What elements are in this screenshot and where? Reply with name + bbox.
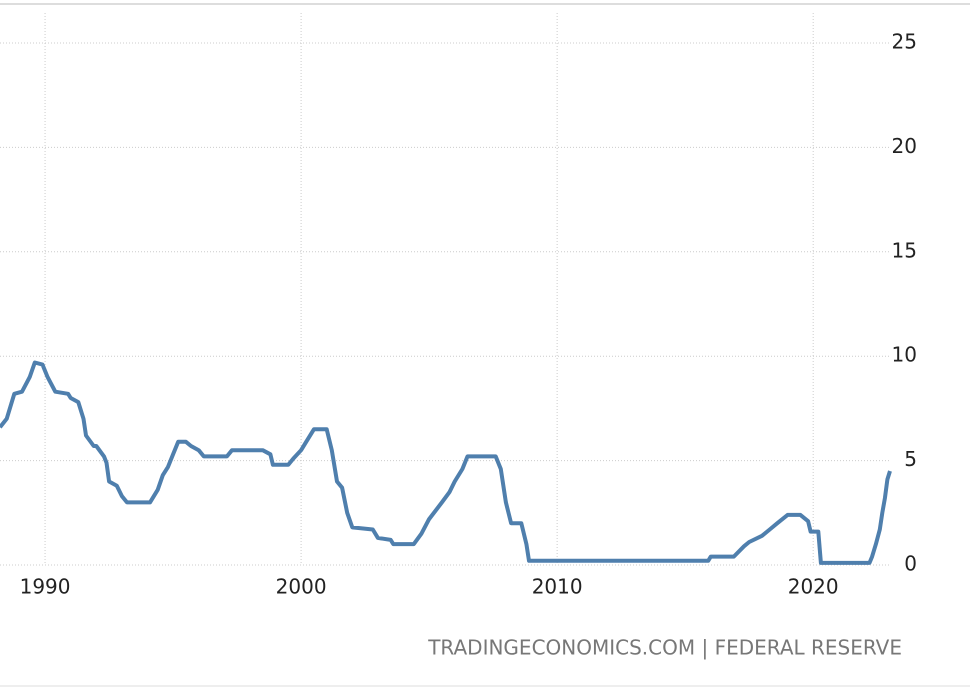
x-tick-label: 2020 — [788, 575, 839, 599]
y-tick-label: 20 — [892, 134, 917, 158]
y-tick-label: 15 — [892, 238, 917, 262]
y-tick-label: 0 — [904, 552, 917, 576]
x-tick-label: 2000 — [276, 575, 327, 599]
y-tick-label: 10 — [892, 343, 917, 367]
y-tick-label: 25 — [892, 30, 917, 54]
source: TRADINGECONOMICS.COM | FEDERAL RESERVE — [427, 636, 902, 660]
x-tick-label: 2010 — [532, 575, 583, 599]
line — [0, 360, 892, 565]
x-tick-label: 1990 — [20, 575, 71, 599]
y-tick-label: 5 — [904, 447, 917, 471]
